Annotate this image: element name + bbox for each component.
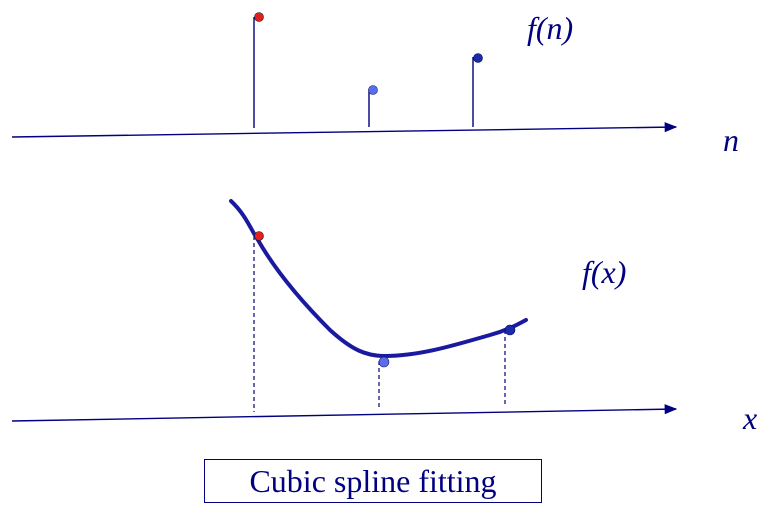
top-axis-label: n	[723, 122, 739, 158]
sample-dot-2	[368, 85, 378, 95]
top-function-label: f(n)	[527, 10, 574, 46]
curve-dot-2	[378, 356, 390, 368]
spline-curve	[229, 199, 528, 359]
sample-dot-3	[473, 53, 483, 63]
bottom-axis-label: x	[743, 400, 758, 436]
curve-dot-3	[504, 324, 516, 336]
caption-text: Cubic spline fitting	[249, 462, 497, 499]
bottom-function-label: f(x)	[582, 254, 627, 290]
curve-dot-1	[254, 231, 264, 241]
bottom-axis-arrow	[11, 404, 678, 422]
sample-dot-1	[254, 12, 264, 22]
caption-box: Cubic spline fitting	[204, 459, 542, 503]
top-axis-arrow	[11, 122, 678, 138]
